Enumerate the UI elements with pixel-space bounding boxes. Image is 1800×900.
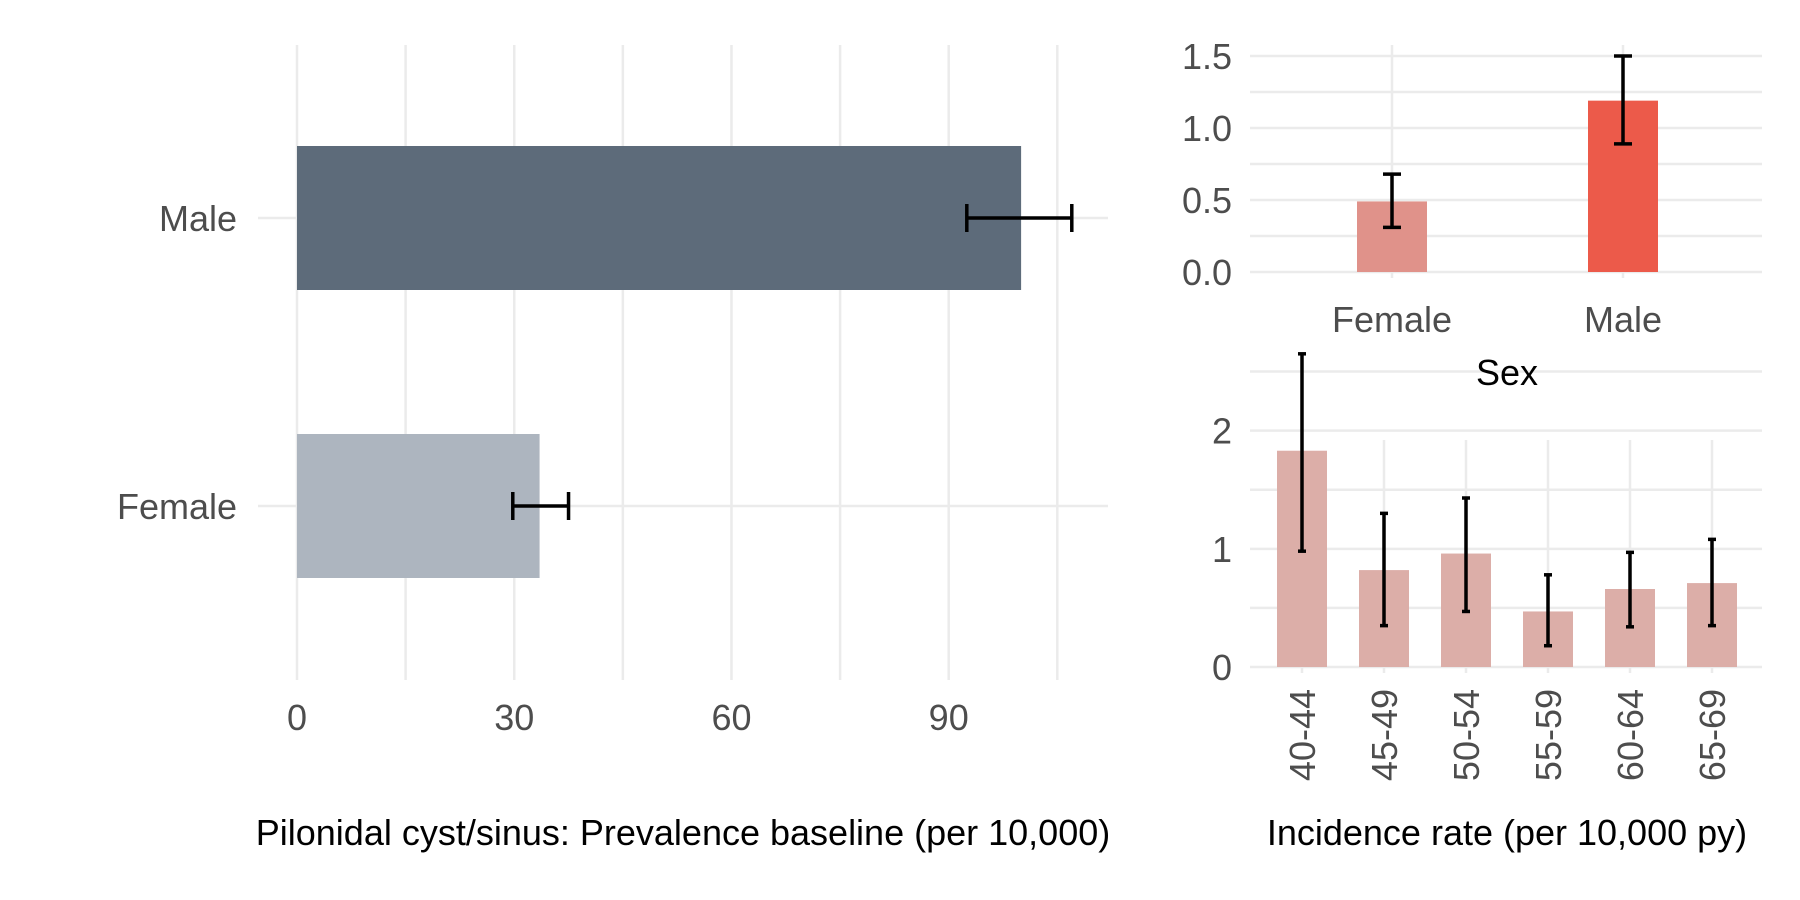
x-tick-label: 65-69 [1692, 689, 1733, 781]
y-tick-label: 0.0 [1182, 252, 1232, 293]
prevalence-panel: 0 30 60 90 Male Female [117, 45, 1108, 738]
x-tick-label: 0 [287, 697, 307, 738]
x-tick-label: Male [1584, 299, 1662, 340]
y-tick-label: 1.0 [1182, 108, 1232, 149]
y-tick-label: 1 [1212, 529, 1232, 570]
y-tick-label: Male [159, 198, 237, 239]
x-tick-label: Female [1332, 299, 1452, 340]
bar-female [297, 434, 540, 578]
prevalence-x-axis-title: Pilonidal cyst/sinus: Prevalence baselin… [256, 812, 1110, 853]
y-tick-label: 0.5 [1182, 180, 1232, 221]
incidence-by-sex-panel: 0.0 0.5 1.0 1.5 Female Male [1182, 36, 1762, 340]
bar-male [297, 146, 1022, 290]
y-tick-label: 2 [1212, 411, 1232, 452]
x-tick-label: 30 [494, 697, 534, 738]
age-x-axis-title: Incidence rate (per 10,000 py) [1267, 812, 1747, 853]
x-tick-label: 55-59 [1528, 689, 1569, 781]
y-tick-label: 1.5 [1182, 36, 1232, 77]
y-tick-label: 0 [1212, 647, 1232, 688]
y-tick-label: Female [117, 486, 237, 527]
incidence-by-age-panel: 0 1 2 40-44 45-49 50-54 55-59 60-64 65-69 [1212, 352, 1762, 781]
x-tick-label: 45-49 [1364, 689, 1405, 781]
x-tick-label: 40-44 [1282, 689, 1323, 781]
x-tick-label: 50-54 [1446, 689, 1487, 781]
x-tick-label: 90 [929, 697, 969, 738]
sex-x-axis-title: Sex [1476, 352, 1538, 393]
x-tick-label: 60 [711, 697, 751, 738]
x-tick-label: 60-64 [1610, 689, 1651, 781]
